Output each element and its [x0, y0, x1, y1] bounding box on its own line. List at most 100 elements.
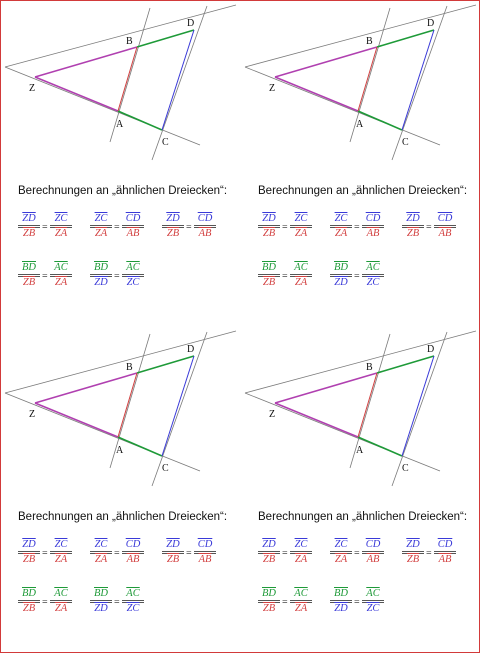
- ratio-fraction: BD ZB: [18, 262, 40, 289]
- similar-triangles-figure: Z B D A C: [4, 4, 237, 161]
- fraction-bar: [290, 600, 312, 601]
- fraction-bar: [50, 553, 72, 554]
- fraction-bar: [122, 276, 144, 277]
- ray-ZC: [244, 66, 441, 146]
- fraction-numerator: AC: [366, 588, 380, 599]
- fraction-bar: [330, 551, 352, 552]
- equals-sign: =: [42, 597, 48, 608]
- fraction-bar: [162, 225, 184, 226]
- fraction-denominator: AB: [198, 554, 212, 565]
- point-label-A: A: [356, 445, 364, 456]
- fraction-bar: [50, 274, 72, 275]
- fraction-numerator: ZC: [334, 213, 348, 224]
- ratio-fraction: ZC ZA: [290, 213, 312, 240]
- fraction-numerator: BD: [22, 588, 36, 599]
- ratio-fraction: CD AB: [434, 539, 456, 566]
- segment-BD: [136, 355, 195, 374]
- ratio-fraction: BD ZD: [90, 588, 112, 615]
- fraction-bar: [122, 551, 144, 552]
- fraction-denominator: ZB: [406, 228, 420, 239]
- fraction-bar: [290, 227, 312, 228]
- fraction-bar: [330, 225, 352, 226]
- fraction-bar: [362, 225, 384, 226]
- ratio-fraction: AC ZA: [290, 588, 312, 615]
- fraction-denominator: ZB: [262, 228, 276, 239]
- fraction-bar: [90, 600, 112, 601]
- fraction-denominator: AB: [438, 228, 452, 239]
- fraction-bar: [434, 553, 456, 554]
- equals-sign: =: [42, 548, 48, 559]
- segment-AC: [357, 110, 403, 131]
- segment-ZB: [274, 372, 378, 404]
- worksheet-panel: Z B D A C Berechnungen an „ähnlichen Dre…: [0, 326, 240, 652]
- fraction-bar: [18, 274, 40, 275]
- similar-triangles-figure: Z B D A C: [4, 330, 237, 487]
- line-through-AB: [349, 7, 391, 143]
- point-label-D: D: [187, 344, 194, 355]
- line-through-AB: [349, 333, 391, 469]
- line-through-CD: [391, 5, 448, 161]
- ratio-fraction: ZD ZB: [258, 213, 280, 240]
- fraction-denominator: AB: [366, 228, 380, 239]
- fraction-bar: [122, 225, 144, 226]
- fraction-numerator: BD: [22, 262, 36, 273]
- fraction-numerator: ZD: [166, 213, 180, 224]
- fraction-denominator: ZA: [94, 554, 108, 565]
- fraction-bar: [18, 600, 40, 601]
- fraction-bar: [402, 225, 424, 226]
- fraction-bar: [18, 227, 40, 228]
- fraction-denominator: ZB: [166, 228, 180, 239]
- ratio-fraction: ZD ZB: [162, 213, 184, 240]
- fraction-bar: [50, 276, 72, 277]
- ratio-fraction: BD ZB: [258, 262, 280, 289]
- ratio-fraction: CD AB: [434, 213, 456, 240]
- point-label-Z: Z: [269, 83, 275, 94]
- fraction-bar: [258, 274, 280, 275]
- point-label-A: A: [116, 119, 124, 130]
- segment-ZB: [34, 46, 138, 78]
- fraction-bar: [18, 276, 40, 277]
- fraction-bar: [258, 551, 280, 552]
- segment-ZA: [274, 402, 359, 438]
- point-label-A: A: [356, 119, 364, 130]
- fraction-numerator: CD: [437, 213, 453, 224]
- point-label-D: D: [427, 344, 434, 355]
- fraction-bar: [330, 602, 352, 603]
- fraction-bar: [18, 602, 40, 603]
- ratio-fraction: ZD ZB: [258, 539, 280, 566]
- equals-sign: =: [282, 271, 288, 282]
- fraction-numerator: ZC: [54, 213, 68, 224]
- line-through-CD: [391, 331, 448, 487]
- ratio-fraction: BD ZD: [330, 262, 352, 289]
- fraction-denominator: ZA: [54, 603, 68, 614]
- equals-sign: =: [114, 222, 120, 233]
- calculations-heading: Berechnungen an „ähnlichen Dreiecken“:: [18, 185, 228, 197]
- fraction-bar: [50, 227, 72, 228]
- ray-ZC: [4, 392, 201, 472]
- fraction-bar: [290, 602, 312, 603]
- ratio-fraction: AC ZC: [362, 588, 384, 615]
- fraction-numerator: ZD: [262, 539, 276, 550]
- fraction-bar: [330, 553, 352, 554]
- ray-ZD: [244, 330, 477, 394]
- fraction-denominator: ZB: [262, 277, 276, 288]
- fraction-bar: [50, 602, 72, 603]
- equals-sign: =: [354, 271, 360, 282]
- segment-BD: [376, 29, 435, 48]
- line-through-CD: [151, 331, 208, 487]
- equals-sign: =: [282, 548, 288, 559]
- ratio-fraction: AC ZC: [122, 588, 144, 615]
- equals-sign: =: [114, 597, 120, 608]
- fraction-denominator: ZB: [22, 277, 36, 288]
- fraction-bar: [290, 225, 312, 226]
- fraction-bar: [330, 600, 352, 601]
- fraction-bar: [362, 602, 384, 603]
- fraction-numerator: ZD: [166, 539, 180, 550]
- fraction-denominator: ZA: [294, 228, 308, 239]
- equals-sign: =: [354, 597, 360, 608]
- fraction-bar: [18, 553, 40, 554]
- ray-ZC: [4, 66, 201, 146]
- point-label-C: C: [402, 137, 409, 148]
- calculations-heading: Berechnungen an „ähnlichen Dreiecken“:: [258, 185, 468, 197]
- segment-ZA: [34, 402, 119, 438]
